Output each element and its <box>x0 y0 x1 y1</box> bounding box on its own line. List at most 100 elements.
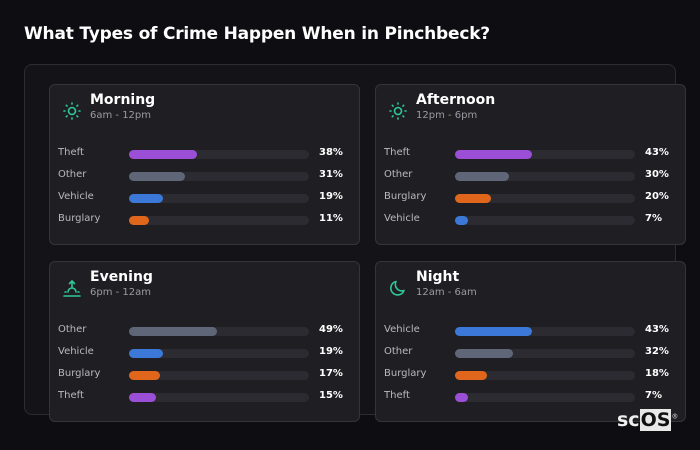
sunset-icon <box>62 278 82 298</box>
crime-row: Burglary 11% <box>58 213 348 227</box>
crime-percent: 49% <box>319 324 343 335</box>
crime-label: Theft <box>384 147 410 158</box>
bar-track <box>129 371 309 380</box>
bar-fill <box>455 349 513 358</box>
crime-percent: 7% <box>645 213 662 224</box>
bar-track <box>129 172 309 181</box>
crime-label: Vehicle <box>384 324 420 335</box>
period-name: Evening <box>90 269 153 285</box>
bar-track <box>455 194 635 203</box>
crime-row: Theft 15% <box>58 390 348 404</box>
bar-track <box>129 393 309 402</box>
crime-row: Other 32% <box>384 346 674 360</box>
bar-fill <box>129 349 164 358</box>
crime-percent: 17% <box>319 368 343 379</box>
bar-fill <box>455 172 509 181</box>
crime-label: Burglary <box>384 191 427 202</box>
bar-fill <box>129 150 198 159</box>
bar-track <box>455 327 635 336</box>
bar-fill <box>455 393 468 402</box>
bar-track <box>129 349 309 358</box>
moon-icon <box>388 278 408 298</box>
bar-fill <box>129 371 160 380</box>
crime-label: Burglary <box>58 368 101 379</box>
bar-fill <box>455 327 533 336</box>
crime-percent: 43% <box>645 324 669 335</box>
bar-fill <box>129 194 164 203</box>
logo-mark: ® <box>671 412 679 421</box>
crime-percent: 31% <box>319 169 343 180</box>
crime-row: Vehicle 19% <box>58 346 348 360</box>
bar-fill <box>129 393 156 402</box>
crime-label: Other <box>58 324 87 335</box>
bar-track <box>455 150 635 159</box>
crime-row: Burglary 18% <box>384 368 674 382</box>
crime-row: Burglary 17% <box>58 368 348 382</box>
bar-fill <box>455 150 533 159</box>
crime-percent: 15% <box>319 390 343 401</box>
bar-fill <box>129 172 185 181</box>
period-range: 6am - 12pm <box>90 110 152 121</box>
card-afternoon: Afternoon 12pm - 6pm Theft 43% Other 30%… <box>375 84 686 245</box>
crime-label: Theft <box>58 390 84 401</box>
logo-text-a: sc <box>617 409 640 431</box>
crime-label: Burglary <box>384 368 427 379</box>
crime-percent: 7% <box>645 390 662 401</box>
bar-track <box>455 349 635 358</box>
crime-percent: 20% <box>645 191 669 202</box>
crime-percent: 30% <box>645 169 669 180</box>
crime-percent: 43% <box>645 147 669 158</box>
bar-fill <box>129 216 149 225</box>
crime-row: Theft 38% <box>58 147 348 161</box>
bar-fill <box>455 216 468 225</box>
crime-row: Other 30% <box>384 169 674 183</box>
crime-row: Theft 43% <box>384 147 674 161</box>
bar-fill <box>455 371 488 380</box>
bar-track <box>129 216 309 225</box>
bar-fill <box>455 194 491 203</box>
period-range: 12am - 6am <box>416 287 477 298</box>
crime-label: Vehicle <box>58 346 94 357</box>
period-name: Morning <box>90 92 156 108</box>
bar-track <box>129 194 309 203</box>
card-morning: Morning 6am - 12pm Theft 38% Other 31% V… <box>49 84 360 245</box>
crime-label: Theft <box>58 147 84 158</box>
bar-track <box>129 150 309 159</box>
bar-track <box>129 327 309 336</box>
bar-track <box>455 371 635 380</box>
logo-text-b: OS <box>639 409 672 431</box>
crime-row: Burglary 20% <box>384 191 674 205</box>
scos-logo: scOS® <box>617 409 678 431</box>
card-night: Night 12am - 6am Vehicle 43% Other 32% B… <box>375 261 686 422</box>
period-range: 12pm - 6pm <box>416 110 478 121</box>
crime-label: Other <box>384 346 413 357</box>
crime-row: Theft 7% <box>384 390 674 404</box>
crime-label: Other <box>58 169 87 180</box>
period-name: Night <box>416 269 460 285</box>
crime-row: Vehicle 7% <box>384 213 674 227</box>
crime-percent: 19% <box>319 346 343 357</box>
bar-track <box>455 216 635 225</box>
crime-percent: 19% <box>319 191 343 202</box>
crime-percent: 18% <box>645 368 669 379</box>
bar-track <box>455 393 635 402</box>
bar-fill <box>129 327 218 336</box>
crime-row: Vehicle 43% <box>384 324 674 338</box>
crime-row: Other 31% <box>58 169 348 183</box>
bar-track <box>455 172 635 181</box>
crime-label: Burglary <box>58 213 101 224</box>
card-evening: Evening 6pm - 12am Other 49% Vehicle 19%… <box>49 261 360 422</box>
crime-row: Vehicle 19% <box>58 191 348 205</box>
crime-label: Vehicle <box>384 213 420 224</box>
crime-label: Vehicle <box>58 191 94 202</box>
crime-percent: 38% <box>319 147 343 158</box>
crime-row: Other 49% <box>58 324 348 338</box>
crime-percent: 11% <box>319 213 343 224</box>
crime-label: Other <box>384 169 413 180</box>
sun-icon <box>388 101 408 121</box>
sun-icon <box>62 101 82 121</box>
crime-percent: 32% <box>645 346 669 357</box>
crime-label: Theft <box>384 390 410 401</box>
page-title: What Types of Crime Happen When in Pinch… <box>24 24 490 44</box>
period-name: Afternoon <box>416 92 496 108</box>
